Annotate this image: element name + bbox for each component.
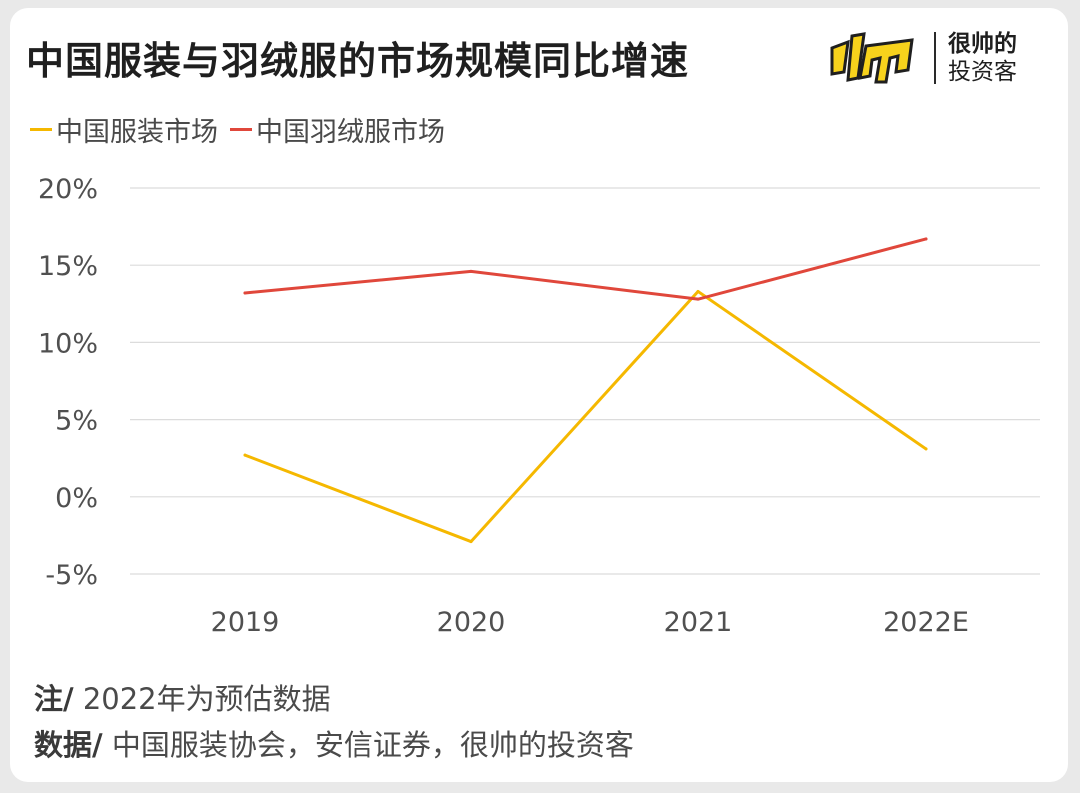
legend-item-down-jacket: 中国羽绒服市场 xyxy=(230,110,445,149)
data-point xyxy=(469,540,473,544)
data-point xyxy=(696,289,700,293)
yellow-shuai-logo-icon xyxy=(830,32,914,84)
y-tick-label: 5% xyxy=(55,406,98,437)
data-point xyxy=(243,453,247,457)
y-tick-label: 10% xyxy=(38,328,98,359)
logo-text: 很帅的 投资客 xyxy=(948,30,1017,86)
note-text: 2022年为预估数据 xyxy=(82,682,331,716)
data-point xyxy=(243,291,247,295)
data-point xyxy=(924,237,928,241)
x-tick-label: 2021 xyxy=(664,607,733,638)
legend-swatch-down-jacket xyxy=(230,128,252,131)
logo-line1: 很帅的 xyxy=(948,31,1017,57)
y-tick-label: 0% xyxy=(55,483,98,514)
x-tick-label: 2022E xyxy=(883,607,969,638)
legend-swatch-apparel xyxy=(30,128,52,131)
data-point xyxy=(924,447,928,451)
chart-card xyxy=(10,8,1068,782)
source-text: 中国服装协会，安信证券，很帅的投资客 xyxy=(111,728,634,762)
logo-divider xyxy=(934,32,936,84)
data-point xyxy=(469,269,473,273)
legend-item-apparel: 中国服装市场 xyxy=(30,110,218,149)
y-tick-label: -5% xyxy=(45,560,98,591)
chart-legend: 中国服装市场 中国羽绒服市场 xyxy=(30,110,457,149)
note-label: 注/ xyxy=(34,682,74,716)
y-tick-label: 20% xyxy=(38,174,98,205)
y-tick-label: 15% xyxy=(38,251,98,282)
x-tick-label: 2020 xyxy=(437,607,506,638)
brand-logo: 很帅的 投资客 xyxy=(828,24,1043,94)
legend-label-down-jacket: 中国羽绒服市场 xyxy=(256,117,445,148)
legend-label-apparel: 中国服装市场 xyxy=(56,117,218,148)
chart-title: 中国服装与羽绒服的市场规模同比增速 xyxy=(26,39,690,83)
note-line: 注/ 2022年为预估数据 xyxy=(34,676,331,718)
logo-line2: 投资客 xyxy=(948,59,1017,85)
series-line-0 xyxy=(243,289,928,544)
x-tick-label: 2019 xyxy=(211,607,280,638)
source-line: 数据/ 中国服装协会，安信证券，很帅的投资客 xyxy=(34,722,634,764)
series-line-1 xyxy=(243,237,928,301)
data-point xyxy=(696,297,700,301)
source-label: 数据/ xyxy=(34,728,103,762)
